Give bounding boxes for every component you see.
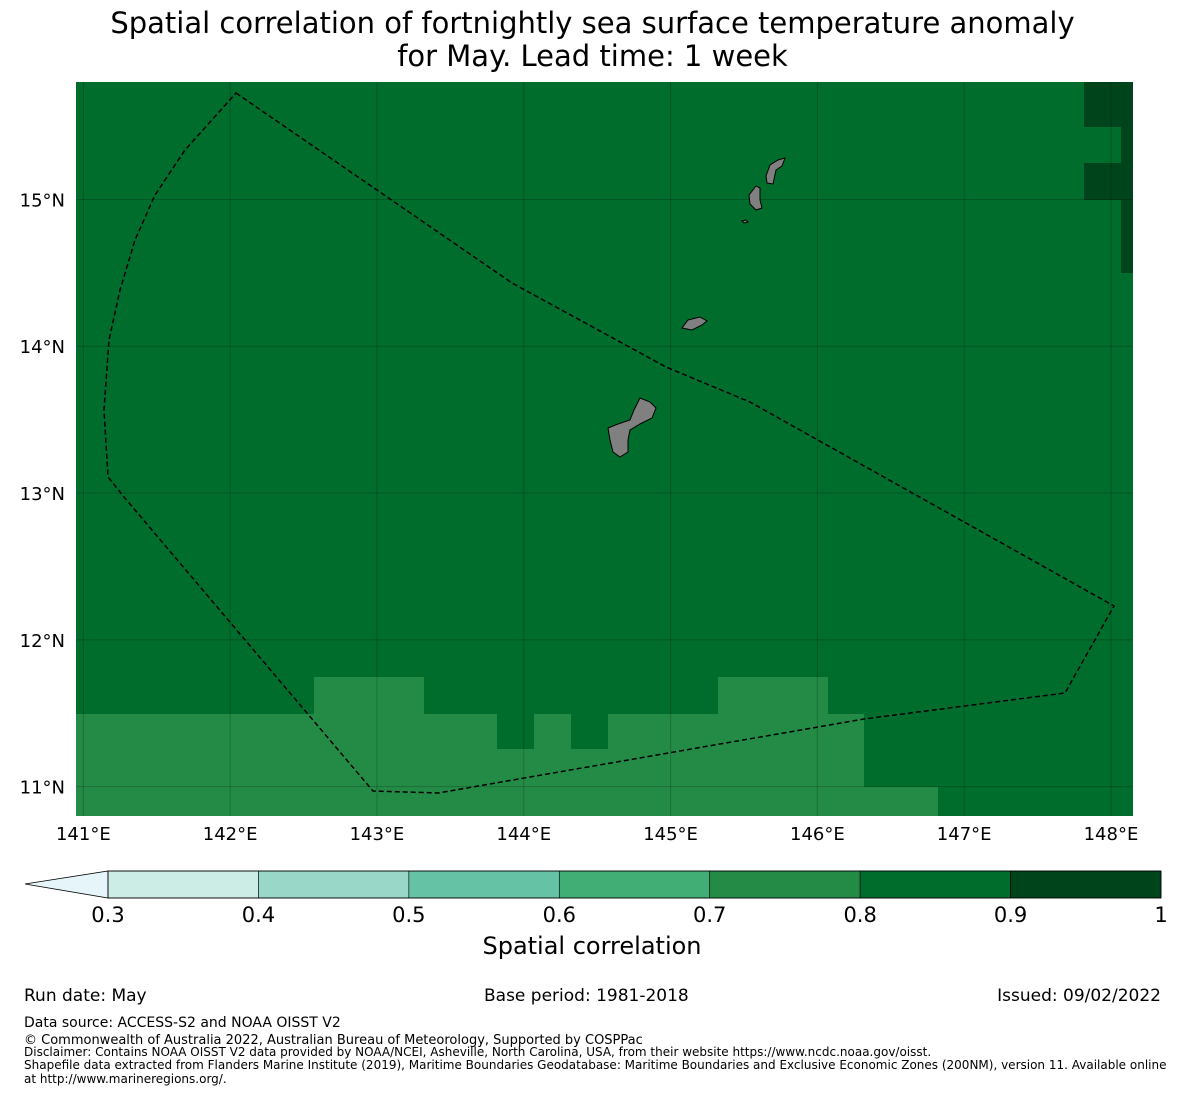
colorbar-segment: [1010, 870, 1162, 899]
longitude-tick-label: 143°E: [350, 824, 405, 845]
longitude-tick-label: 141°E: [56, 824, 111, 845]
issued-date: Issued: 09/02/2022: [997, 986, 1161, 1006]
island-tinian: [741, 219, 749, 224]
colorbar-tick-label: 1: [1154, 903, 1167, 927]
island-guam: [607, 397, 657, 458]
colorbar-tick-label: 0.6: [543, 903, 576, 927]
disclaimer: Disclaimer: Contains NOAA OISST V2 data …: [24, 1045, 932, 1059]
run-date: Run date: May: [24, 986, 147, 1006]
correlation-field-0.7-0.8: [76, 677, 938, 816]
colorbar-segment: [709, 870, 861, 899]
correlation-cell: [1084, 163, 1133, 200]
latitude-tick-label: 13°N: [20, 484, 65, 505]
colorbar-segment: [258, 870, 410, 899]
latitude-tick-label: 14°N: [20, 337, 65, 358]
map-panel: [76, 82, 1133, 816]
map-title-line-1: Spatial correlation of fortnightly sea s…: [110, 6, 1075, 40]
longitude-tick-label: 142°E: [203, 824, 258, 845]
longitude-tick-label: 145°E: [643, 824, 698, 845]
colorbar-extend-triangle: [24, 870, 109, 899]
islands: [607, 157, 786, 458]
correlation-field-0.8-0.9: [76, 82, 1133, 816]
correlation-cell: [1121, 200, 1133, 273]
latitude-tick-label: 12°N: [20, 631, 65, 652]
latitude-tick-label: 11°N: [20, 778, 65, 799]
colorbar-segment: [558, 870, 711, 899]
island-rota: [681, 316, 708, 331]
longitude-tick-labels: 141°E 142°E 143°E 144°E 145°E 146°E 147°E 148°E: [56, 824, 1138, 845]
correlation-field-0.9-1: [1084, 82, 1133, 273]
island-tinian-main: [748, 185, 763, 211]
colorbar-tick-label: 0.9: [994, 903, 1027, 927]
colorbar-tick-label: 0.3: [91, 903, 124, 927]
colorbar: 0.3 0.4 0.5 0.6 0.7 0.8 0.9 1 Spatial correlati…: [24, 870, 1168, 960]
shapefile-credit-line-1: Shapefile data extracted from Flanders M…: [24, 1058, 1167, 1072]
colorbar-tick-label: 0.5: [392, 903, 425, 927]
colorbar-segment: [107, 870, 259, 899]
colorbar-tick-label: 0.7: [693, 903, 726, 927]
data-source: Data source: ACCESS-S2 and NOAA OISST V2: [24, 1015, 341, 1031]
eez-boundary: [103, 92, 1116, 794]
correlation-cell: [1084, 82, 1133, 127]
colorbar-tick-label: 0.4: [242, 903, 275, 927]
colorbar-segment: [408, 870, 560, 899]
longitude-tick-label: 144°E: [496, 824, 551, 845]
latitude-tick-label: 15°N: [20, 190, 65, 211]
longitude-tick-label: 147°E: [937, 824, 992, 845]
longitude-tick-label: 148°E: [1084, 824, 1139, 845]
longitude-tick-label: 146°E: [790, 824, 845, 845]
island-saipan: [765, 157, 786, 185]
map-title-line-2: for May. Lead time: 1 week: [397, 39, 788, 73]
copyright-notice: © Commonwealth of Australia 2022, Austra…: [24, 1033, 643, 1048]
shapefile-credit-line-2: at http://www.marineregions.org/.: [24, 1072, 227, 1086]
colorbar-tick-label: 0.8: [843, 903, 876, 927]
correlation-cell: [1121, 127, 1133, 163]
base-period: Base period: 1981-2018: [484, 986, 689, 1006]
colorbar-segment: [859, 870, 1011, 899]
map-gridlines: [76, 82, 1133, 816]
colorbar-title: Spatial correlation: [482, 932, 701, 960]
colorbar-frame: [107, 870, 1162, 899]
latitude-tick-labels: 15°N 14°N 13°N 12°N 11°N: [20, 190, 65, 798]
